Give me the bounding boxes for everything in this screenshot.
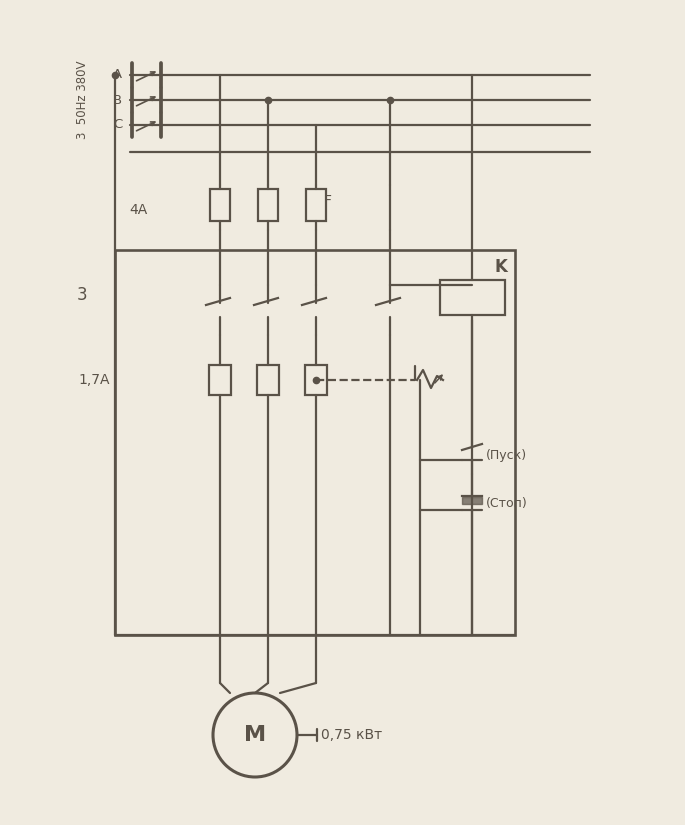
Bar	[440, 280, 505, 315]
Polygon shape	[462, 497, 482, 504]
Bar	[257, 365, 279, 395]
Bar	[210, 189, 230, 221]
Text: 0,75 кВт: 0,75 кВт	[321, 728, 382, 742]
Text: 1,7A: 1,7A	[79, 373, 110, 387]
Text: C: C	[113, 119, 122, 131]
Text: (Стоп): (Стоп)	[486, 497, 527, 510]
Text: (Пуск): (Пуск)	[486, 449, 527, 461]
Bar	[258, 189, 278, 221]
Text: B: B	[113, 93, 122, 106]
Bar	[306, 189, 326, 221]
Text: K: K	[494, 258, 507, 276]
Text: M: M	[244, 725, 266, 745]
Text: 4A: 4A	[129, 203, 148, 217]
Circle shape	[213, 693, 297, 777]
Bar	[115, 250, 515, 635]
Text: 3  50Hz 380V: 3 50Hz 380V	[75, 61, 88, 139]
Bar	[305, 365, 327, 395]
Bar	[209, 365, 231, 395]
Text: A: A	[113, 68, 122, 82]
Text: 3: 3	[77, 286, 87, 304]
Text: F: F	[324, 194, 332, 208]
